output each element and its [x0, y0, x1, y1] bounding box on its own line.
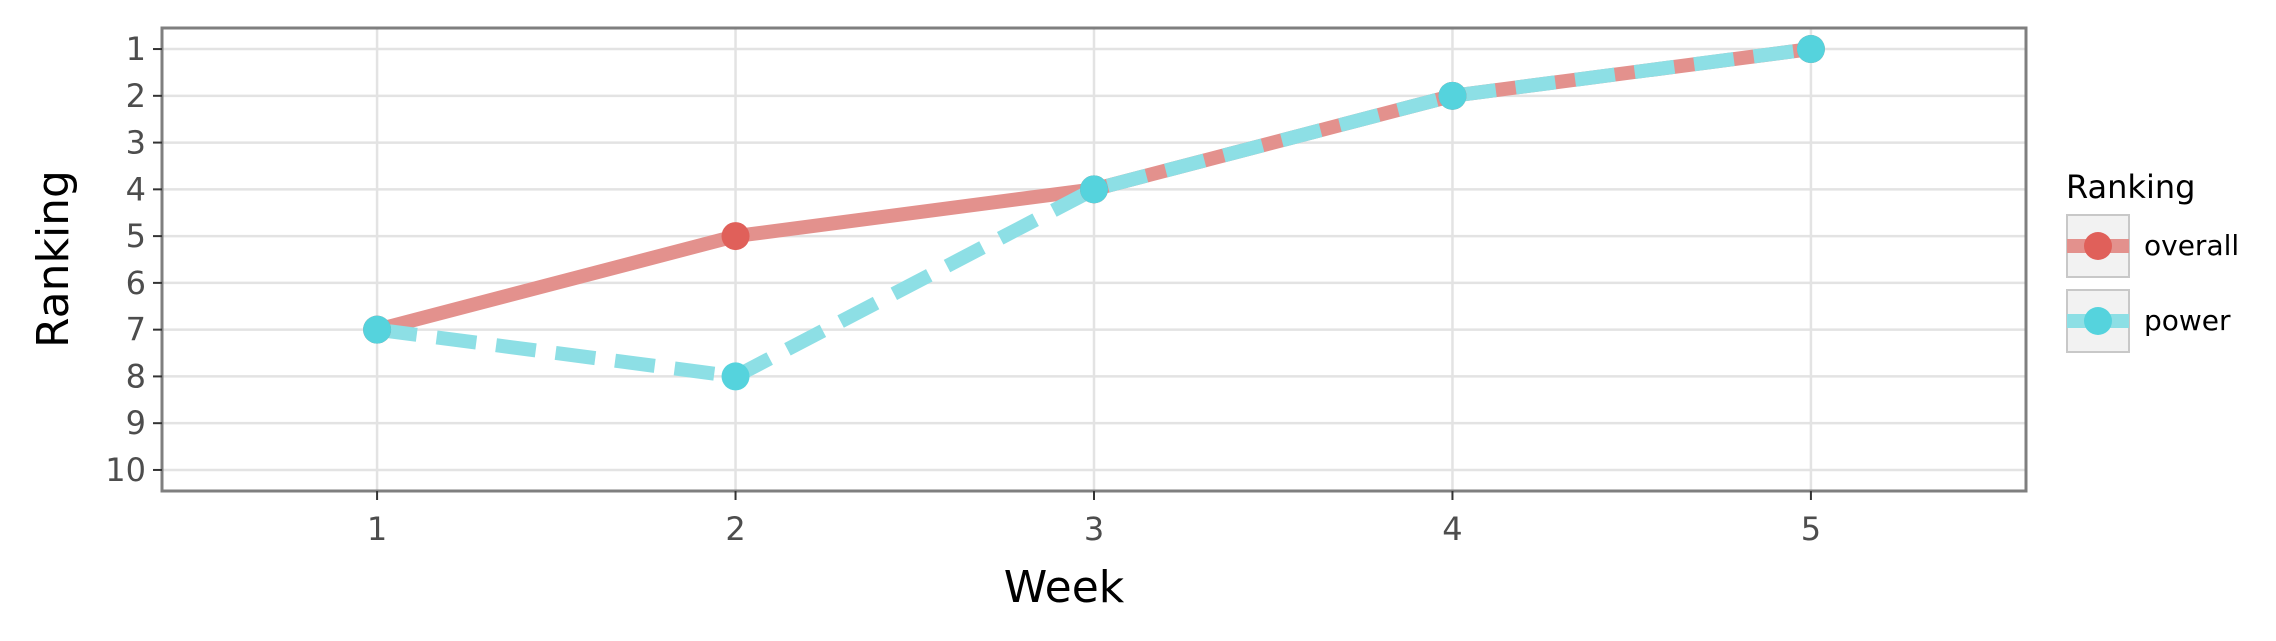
legend-item-overall: overall	[2066, 214, 2239, 278]
y-tick-label: 6	[126, 264, 146, 302]
data-point-power	[1438, 81, 1467, 110]
y-tick-label: 5	[126, 217, 146, 255]
legend-marker-power	[2084, 307, 2112, 335]
data-point-overall	[721, 222, 750, 251]
y-tick-label: 7	[126, 311, 146, 349]
legend-label-overall: overall	[2144, 229, 2239, 262]
data-point-power	[1796, 35, 1825, 64]
grid	[162, 28, 2026, 491]
legend-title: Ranking	[2066, 168, 2195, 206]
x-tick-label: 4	[1442, 510, 1462, 548]
x-tick-label: 2	[725, 510, 745, 548]
x-axis: 1 2 3 4 5	[367, 491, 1821, 548]
x-tick-label: 1	[367, 510, 387, 548]
y-axis-title: Ranking	[28, 170, 79, 348]
legend-item-power: power	[2066, 289, 2231, 353]
data-points	[363, 35, 1825, 391]
data-point-power	[363, 315, 392, 344]
y-tick-label: 3	[126, 124, 146, 162]
legend-marker-overall	[2084, 232, 2112, 260]
y-tick-label: 9	[126, 404, 146, 442]
y-tick-label: 1	[126, 30, 146, 68]
data-point-power	[721, 362, 750, 391]
x-tick-label: 3	[1084, 510, 1104, 548]
x-tick-label: 5	[1801, 510, 1821, 548]
y-tick-label: 8	[126, 357, 146, 395]
y-tick-label: 2	[126, 77, 146, 115]
series-line-power	[376, 42, 1812, 384]
y-tick-label: 10	[105, 451, 146, 489]
y-tick-label: 4	[126, 170, 146, 208]
data-point-power	[1080, 175, 1108, 204]
y-axis: 1 2 3 4 5 6 7 8 9 10	[105, 30, 162, 489]
x-axis-title: Week	[1004, 562, 1125, 613]
legend: Ranking overall power	[2066, 168, 2239, 353]
legend-label-power: power	[2144, 304, 2231, 337]
